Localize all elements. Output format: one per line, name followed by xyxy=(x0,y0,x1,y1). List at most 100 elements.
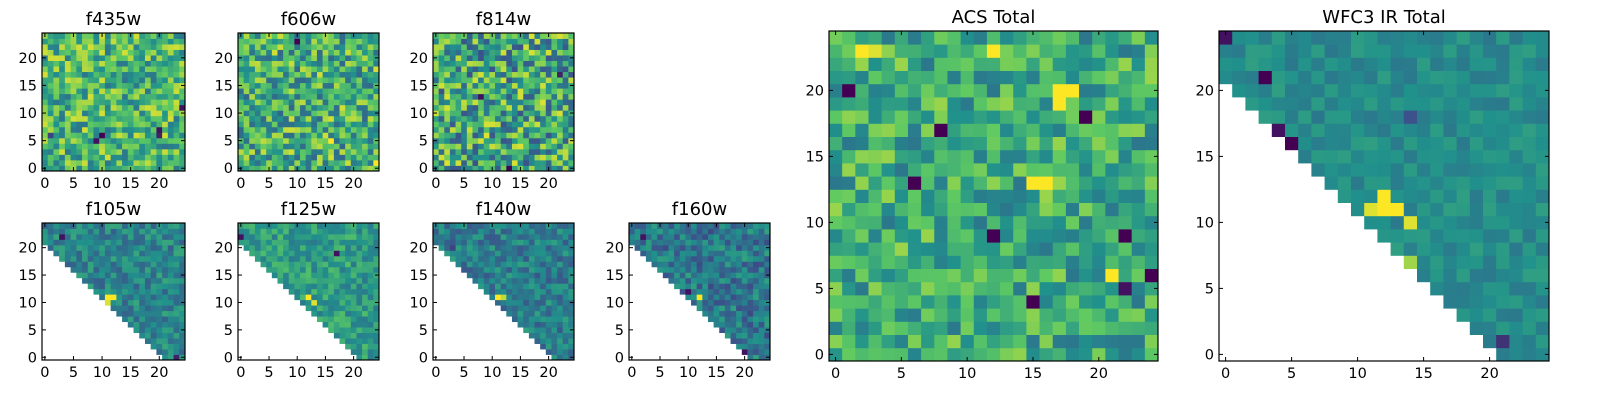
heatmap-cell xyxy=(511,159,518,166)
heatmap-cell xyxy=(668,244,675,251)
heatmap-cell xyxy=(1469,149,1484,164)
heatmap-cell xyxy=(472,154,479,161)
heatmap-cell xyxy=(283,110,290,117)
heatmap-cell xyxy=(339,60,346,67)
heatmap-cell xyxy=(328,283,335,290)
heatmap-cell xyxy=(562,327,569,333)
heatmap-cell xyxy=(156,55,163,61)
heatmap-cell xyxy=(707,316,714,323)
heatmap-cell xyxy=(122,154,129,161)
heatmap-cell xyxy=(764,277,771,284)
heatmap-cell xyxy=(1065,242,1080,256)
heatmap-cell xyxy=(167,66,174,73)
heatmap-cell xyxy=(87,88,94,95)
heatmap-cell xyxy=(947,189,961,203)
heatmap-cell xyxy=(1483,70,1497,85)
heatmap-cell xyxy=(947,70,961,85)
heatmap-cell xyxy=(249,82,256,89)
heatmap-cell xyxy=(894,163,909,177)
heatmap-cell xyxy=(300,93,307,100)
heatmap-cell xyxy=(345,261,352,268)
heatmap-cell xyxy=(333,82,340,89)
heatmap-cell xyxy=(311,148,318,155)
heatmap-cell xyxy=(747,343,754,350)
heatmap-cell xyxy=(367,255,374,262)
heatmap-cell xyxy=(82,266,89,273)
heatmap-cell xyxy=(328,82,335,89)
heatmap-cell xyxy=(1337,176,1352,190)
heatmap-cell xyxy=(271,250,278,257)
heatmap-cell xyxy=(534,294,541,301)
heatmap-cell xyxy=(82,255,89,262)
heatmap-cell xyxy=(1131,110,1146,124)
heatmap-cell xyxy=(116,71,123,78)
heatmap-cell xyxy=(127,159,134,166)
heatmap-cell xyxy=(150,93,157,100)
heatmap-cell xyxy=(173,99,180,106)
heatmap-cell xyxy=(1535,202,1550,217)
heatmap-cell xyxy=(1013,176,1027,190)
plot-frame xyxy=(432,222,575,361)
heatmap-cell xyxy=(1483,321,1497,335)
heatmap-cell xyxy=(238,233,245,240)
heatmap-cell xyxy=(511,110,518,117)
heatmap-cell xyxy=(266,71,273,78)
heatmap-cell xyxy=(719,321,726,328)
heatmap-cell xyxy=(449,143,456,150)
heatmap-cell xyxy=(1496,44,1510,58)
heatmap-cell xyxy=(173,305,180,312)
heatmap-cell xyxy=(1065,255,1080,269)
heatmap-cell xyxy=(367,49,374,56)
heatmap-cell xyxy=(758,228,765,235)
heatmap-cell xyxy=(894,268,909,283)
heatmap-cell xyxy=(1311,136,1325,151)
heatmap-cell xyxy=(842,44,856,58)
heatmap-cell xyxy=(730,299,737,306)
heatmap-cell xyxy=(373,321,380,328)
heatmap-cell xyxy=(478,148,485,155)
heatmap-cell xyxy=(1469,268,1484,283)
heatmap-cell xyxy=(534,332,541,339)
heatmap-cell xyxy=(696,283,703,290)
heatmap-cell xyxy=(696,305,703,312)
heatmap-cell xyxy=(362,165,369,172)
heatmap-cell xyxy=(76,132,83,139)
heatmap-cell xyxy=(104,49,112,56)
heatmap-cell xyxy=(87,99,94,106)
heatmap-cell xyxy=(144,137,152,144)
heatmap-cell xyxy=(156,316,163,323)
heatmap-cell xyxy=(271,143,278,150)
heatmap-cell xyxy=(934,44,948,58)
heatmap-cell xyxy=(1324,31,1339,45)
heatmap-cell xyxy=(540,228,547,235)
heatmap-cell xyxy=(362,239,369,246)
heatmap-cell xyxy=(1522,97,1537,111)
heatmap-cell xyxy=(333,88,340,95)
heatmap-cell xyxy=(1118,242,1133,256)
heatmap-cell xyxy=(173,321,180,328)
heatmap-cell xyxy=(59,71,66,78)
heatmap-cell xyxy=(150,343,157,350)
heatmap-cell xyxy=(523,294,530,301)
heatmap-cell xyxy=(53,148,60,155)
heatmap-cell xyxy=(93,82,100,89)
heatmap-cell xyxy=(438,143,445,150)
heatmap-cell xyxy=(367,266,374,273)
heatmap-cell xyxy=(339,93,346,100)
heatmap-cell xyxy=(562,137,569,144)
heatmap-cell xyxy=(294,88,301,95)
heatmap-cell xyxy=(167,137,174,144)
heatmap-cell xyxy=(1039,215,1054,230)
heatmap-cell xyxy=(367,55,374,61)
heatmap-cell xyxy=(1483,123,1497,137)
heatmap-cell xyxy=(139,332,146,339)
heatmap-cell xyxy=(545,77,552,84)
heatmap-cell xyxy=(438,71,445,78)
heatmap-cell xyxy=(339,250,346,257)
heatmap-cell xyxy=(986,70,1001,85)
heatmap-cell xyxy=(517,93,524,100)
heatmap-cell xyxy=(523,288,530,295)
heatmap-cell xyxy=(947,295,961,309)
heatmap-cell xyxy=(842,97,856,111)
heatmap-cell xyxy=(277,228,284,235)
